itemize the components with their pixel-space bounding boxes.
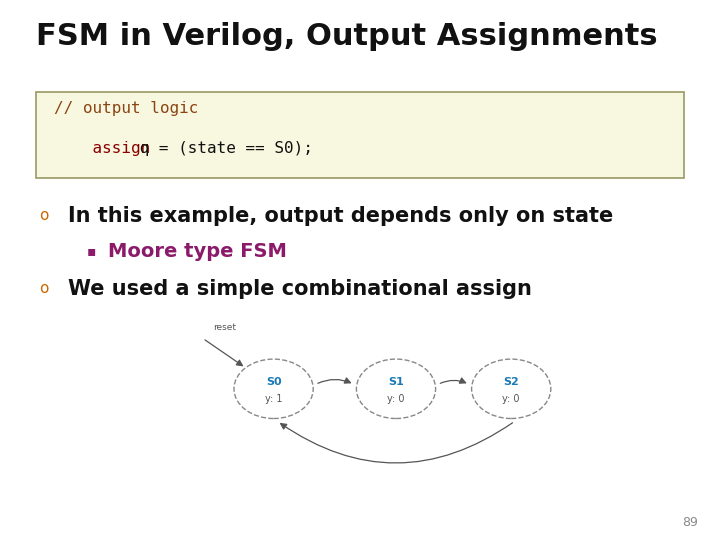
Circle shape [234,359,313,418]
Circle shape [472,359,551,418]
Text: y: 0: y: 0 [387,394,405,403]
Text: S0: S0 [266,377,282,387]
FancyBboxPatch shape [36,92,684,178]
Text: 89: 89 [683,516,698,529]
Text: y: 0: y: 0 [503,394,520,403]
Text: o: o [40,281,49,296]
Text: reset: reset [214,323,236,332]
Text: assign: assign [54,141,150,156]
Text: We used a simple combinational assign: We used a simple combinational assign [68,279,532,299]
Text: Moore type FSM: Moore type FSM [108,241,287,261]
Text: y: 1: y: 1 [265,394,282,403]
Text: S2: S2 [503,377,519,387]
Text: // output logic: // output logic [54,100,199,116]
Text: ▪: ▪ [86,244,96,258]
Text: q = (state == S0);: q = (state == S0); [130,141,312,156]
Circle shape [356,359,436,418]
Text: FSM in Verilog, Output Assignments: FSM in Verilog, Output Assignments [36,22,657,51]
Text: In this example, output depends only on state: In this example, output depends only on … [68,206,613,226]
Text: o: o [40,208,49,224]
Text: S1: S1 [388,377,404,387]
